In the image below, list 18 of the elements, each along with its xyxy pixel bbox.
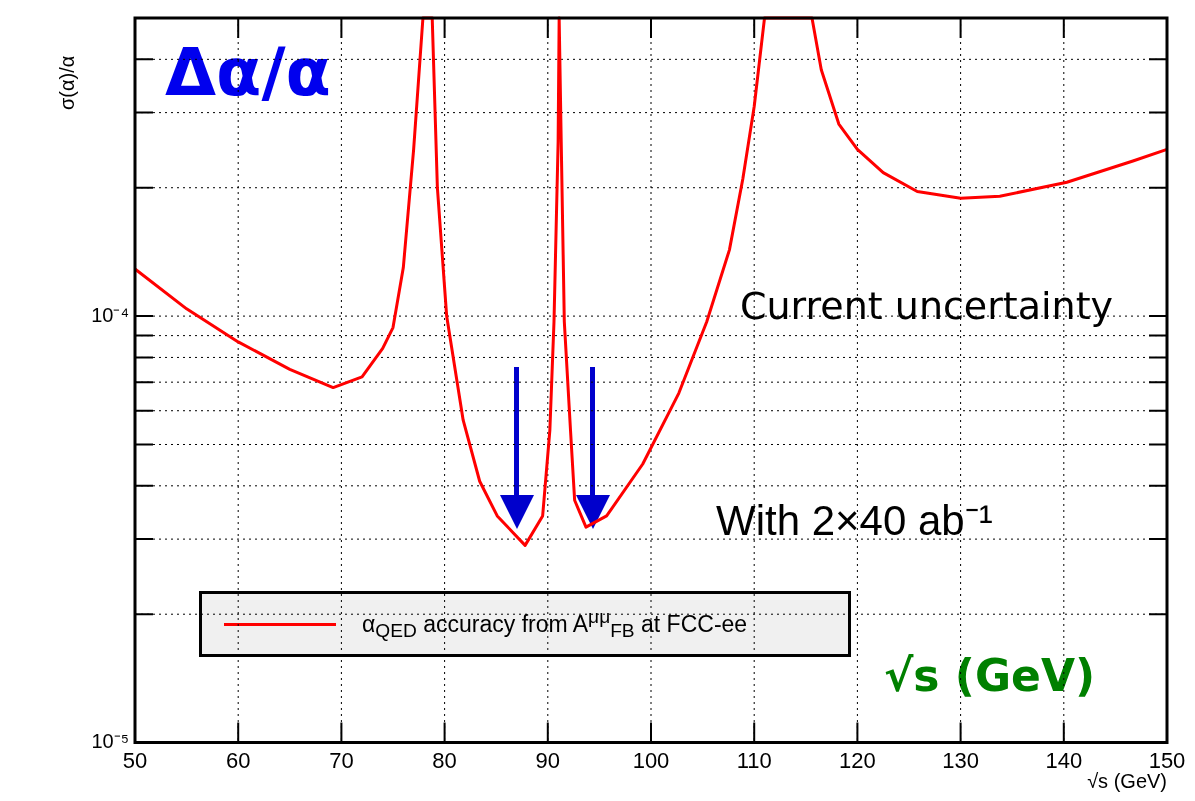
x-tick-label: 120 [839, 747, 876, 773]
x-axis-title: √s (GeV) [1087, 770, 1167, 793]
x-tick-label: 60 [225, 747, 251, 773]
x-tick-label: 130 [942, 747, 979, 773]
annotation: With 2×40 ab⁻¹ [716, 496, 993, 546]
y-tick-label: 10⁻⁴ [91, 303, 129, 326]
x-tick-label: 100 [632, 747, 670, 773]
x-tick-label: 80 [432, 747, 457, 773]
y-axis-title: σ(α)/α [56, 55, 79, 110]
annotation: Δα/α [165, 34, 331, 111]
annotation: √s (GeV) [884, 650, 1096, 701]
legend-label: α$_{QED}$ accuracy from A$^{μμ}$$_{FB}$ at FCC-ee [362, 605, 748, 643]
annotation: Current uncertainty [740, 284, 1114, 328]
x-tick-label: 150 [1148, 747, 1186, 773]
x-tick-label: 70 [329, 747, 354, 773]
x-tick-label: 90 [535, 747, 561, 773]
x-tick-label: 140 [1045, 747, 1083, 773]
x-tick-label: 110 [736, 747, 772, 773]
